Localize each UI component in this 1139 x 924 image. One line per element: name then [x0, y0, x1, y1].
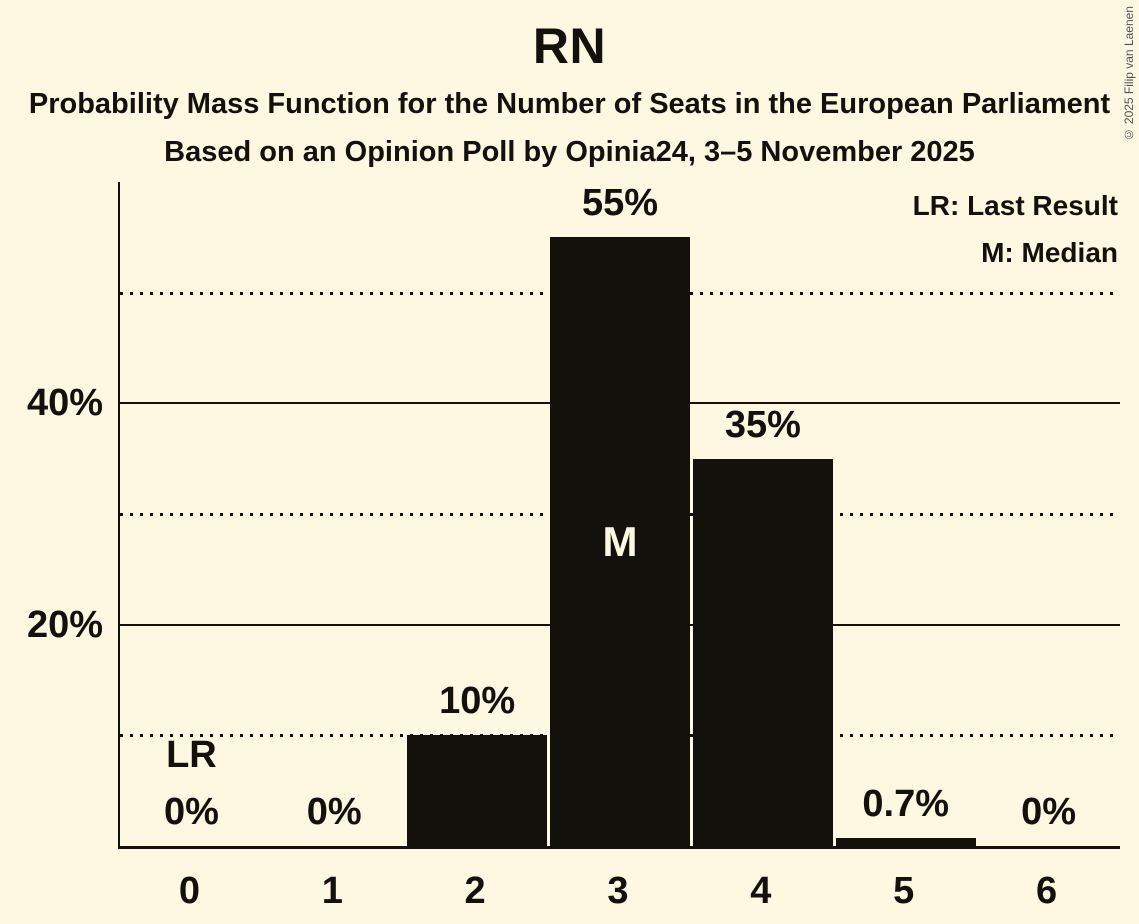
chart-subtitle: Probability Mass Function for the Number…: [28, 88, 1111, 120]
poll-source-subtitle: Based on an Opinion Poll by Opinia24, 3–…: [164, 136, 975, 168]
x-tick-label-4: 4: [750, 870, 772, 912]
bar-seats-2: [407, 735, 548, 846]
x-tick-label-3: 3: [607, 870, 629, 912]
bar-value-label-3: 55%: [581, 182, 659, 225]
y-tick-label-20pct: 20%: [26, 603, 103, 646]
bar-value-label-1: 0%: [306, 791, 362, 833]
plot-area: 0% 0% 10% 55% 35% 0.7% 0% LR M: [118, 182, 1120, 849]
bar-value-label-2: 10%: [439, 680, 516, 723]
x-tick-label-6: 6: [1035, 870, 1058, 912]
bar-seats-4: [692, 458, 833, 846]
copyright-notice: © 2025 Filip van Laenen: [1122, 6, 1136, 142]
x-tick-label-5: 5: [893, 870, 915, 912]
legend: LR: Last Result M: Median: [913, 182, 1118, 276]
bar-value-label-4: 35%: [724, 403, 801, 446]
legend-last-result: LR: Last Result: [912, 190, 1118, 221]
x-tick-label-0: 0: [178, 870, 200, 912]
chart-title: RN: [532, 18, 607, 74]
x-tick-label-2: 2: [464, 870, 486, 912]
bar-seats-5: [835, 838, 976, 846]
bar-seats-3: [550, 237, 690, 846]
bar-value-label-6: 0%: [1021, 791, 1077, 833]
median-marker: M: [602, 517, 638, 565]
bar-value-label-5: 0.7%: [862, 783, 950, 826]
x-tick-label-1: 1: [321, 870, 343, 912]
legend-median: M: Median: [981, 237, 1118, 268]
bar-value-label-0: 0%: [163, 791, 219, 833]
y-tick-label-40pct: 40%: [26, 382, 103, 425]
last-result-marker: LR: [166, 734, 217, 776]
